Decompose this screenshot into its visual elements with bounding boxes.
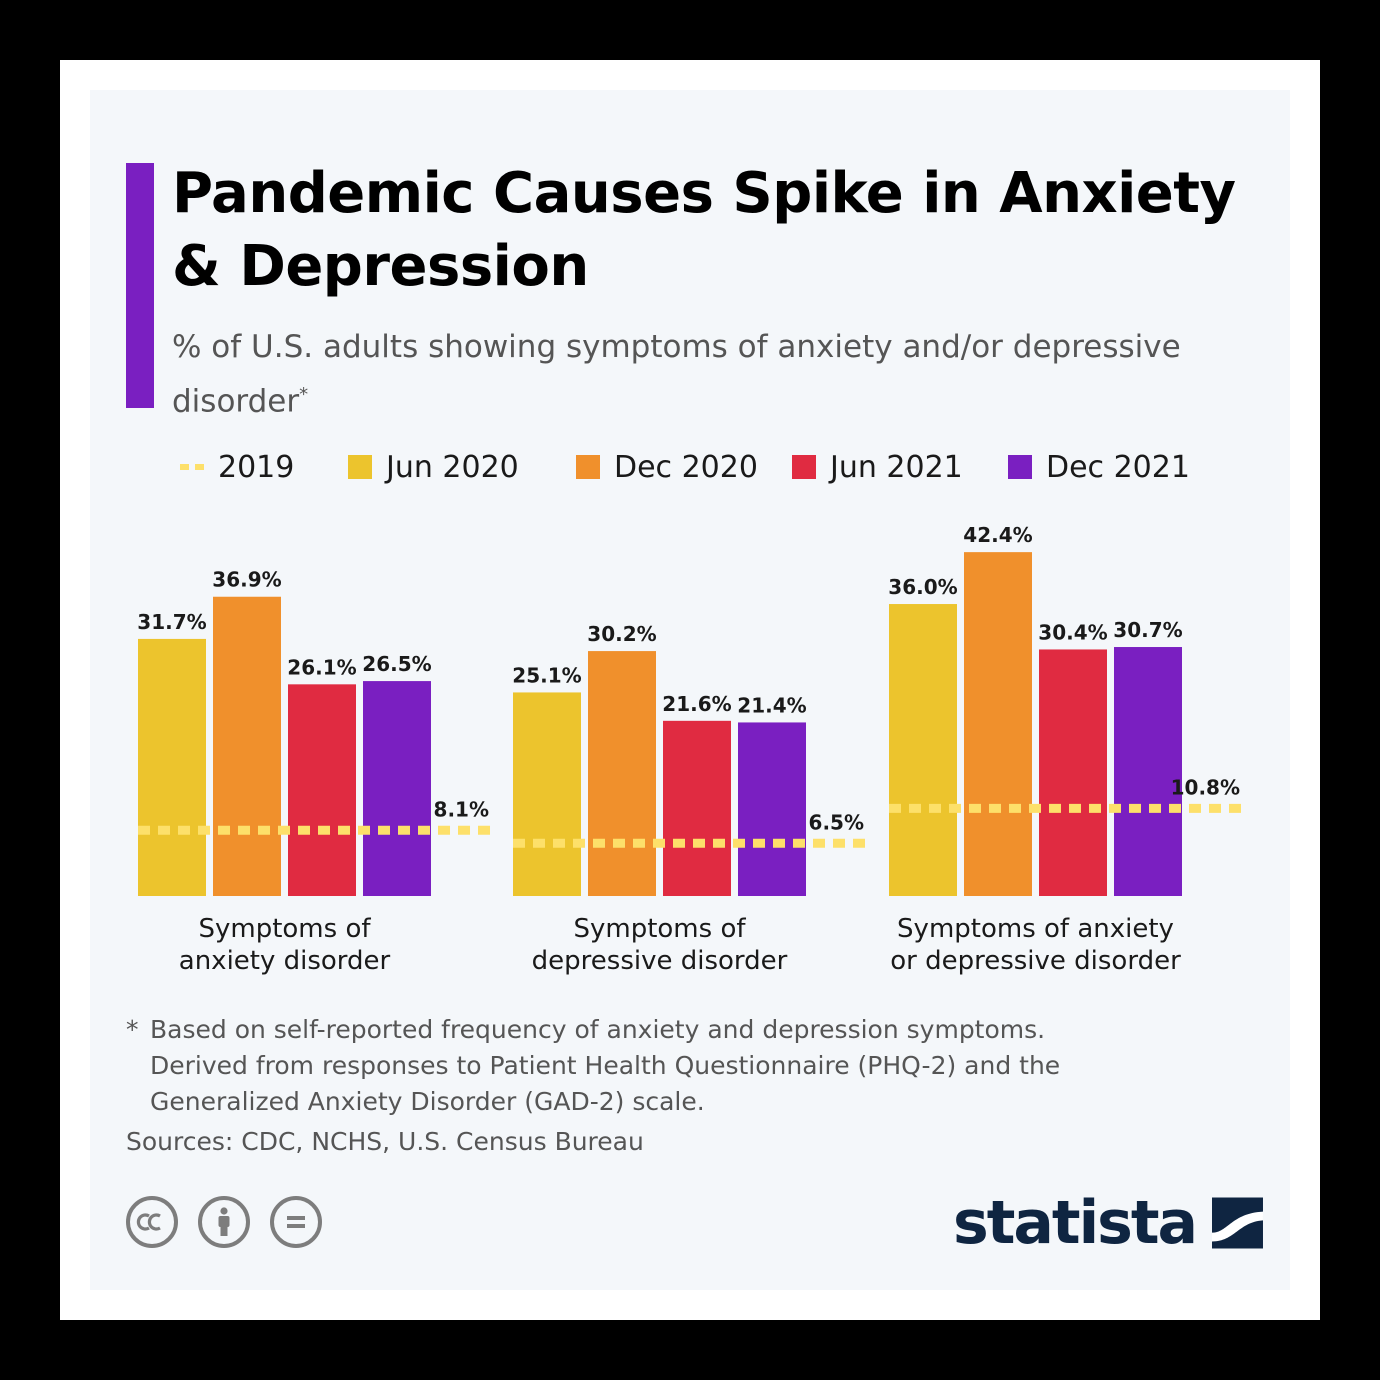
statista-mark-icon xyxy=(1212,1197,1263,1249)
legend-swatch-icon xyxy=(792,455,816,479)
bar xyxy=(663,720,731,896)
bar-value-label: 30.4% xyxy=(1038,620,1107,644)
bar xyxy=(1039,649,1107,896)
legend-item-dec-2020: Dec 2020 xyxy=(576,444,758,490)
logo-text: statista xyxy=(953,1188,1198,1258)
chart-legend: 2019 Jun 2020 Dec 2020 Jun 2021 Dec 2021 xyxy=(180,444,1260,490)
legend-label: Jun 2020 xyxy=(386,449,519,485)
bar xyxy=(288,684,356,896)
bar xyxy=(1114,647,1182,896)
bar-value-label: 26.1% xyxy=(287,655,356,679)
bar xyxy=(738,722,806,896)
sources-text: Sources: CDC, NCHS, U.S. Census Bureau xyxy=(126,1127,644,1156)
category-label: or depressive disorder xyxy=(890,946,1181,976)
subtitle-footnote-mark: * xyxy=(299,384,309,405)
bar xyxy=(513,692,581,896)
legend-label: Dec 2020 xyxy=(614,449,758,485)
bar-value-label: 42.4% xyxy=(963,523,1032,547)
bar-value-label: 21.6% xyxy=(662,692,731,716)
subtitle-text: % of U.S. adults showing symptoms of anx… xyxy=(172,329,1181,420)
legend-swatch-icon xyxy=(576,455,600,479)
bar xyxy=(363,681,431,896)
bar-value-label: 26.5% xyxy=(362,652,431,676)
legend-label: Jun 2021 xyxy=(830,449,963,485)
baseline-value-label: 10.8% xyxy=(1171,775,1240,799)
legend-swatch-icon xyxy=(1008,455,1032,479)
bar xyxy=(213,596,281,896)
category-label: Symptoms of xyxy=(573,914,746,944)
baseline-value-label: 6.5% xyxy=(809,810,864,834)
footnote-line: Derived from responses to Patient Health… xyxy=(150,1051,1061,1080)
footnote-line: Generalized Anxiety Disorder (GAD-2) sca… xyxy=(150,1087,705,1116)
legend-item-dec-2021: Dec 2021 xyxy=(1008,444,1190,490)
category-label: Symptoms of anxiety xyxy=(897,914,1174,944)
chart-subtitle: % of U.S. adults showing symptoms of anx… xyxy=(172,323,1222,425)
title-accent-bar xyxy=(126,163,154,408)
footnote: * Based on self-reported frequency of an… xyxy=(126,1012,1246,1120)
legend-item-jun-2021: Jun 2021 xyxy=(792,444,963,490)
legend-item-jun-2020: Jun 2020 xyxy=(348,444,519,490)
legend-item-2019: 2019 xyxy=(180,444,294,490)
legend-label: 2019 xyxy=(218,449,295,485)
no-derivatives-icon[interactable] xyxy=(270,1196,322,1248)
category-label: depressive disorder xyxy=(532,946,788,976)
legend-label: Dec 2021 xyxy=(1046,449,1190,485)
chart-title: Pandemic Causes Spike in Anxiety & Depre… xyxy=(172,161,1236,299)
bar-value-label: 21.4% xyxy=(737,693,806,717)
creative-commons-icon[interactable] xyxy=(126,1196,178,1248)
category-label: anxiety disorder xyxy=(179,946,391,976)
legend-swatch-icon xyxy=(348,455,372,479)
footnote-line: Based on self-reported frequency of anxi… xyxy=(150,1015,1046,1044)
statista-logo[interactable]: statista xyxy=(953,1188,1263,1258)
bar-value-label: 31.7% xyxy=(137,610,206,634)
bar-value-label: 36.0% xyxy=(888,575,957,599)
legend-dashed-line-icon xyxy=(180,464,204,470)
attribution-icon[interactable] xyxy=(198,1196,250,1248)
footnote-mark: * xyxy=(126,1015,139,1044)
bar-value-label: 36.9% xyxy=(212,568,281,592)
category-label: Symptoms of xyxy=(198,914,371,944)
bar-value-label: 30.7% xyxy=(1113,618,1182,642)
license-icons xyxy=(126,1196,336,1256)
baseline-value-label: 8.1% xyxy=(434,797,489,821)
bar xyxy=(588,651,656,896)
bar xyxy=(138,638,206,896)
bar xyxy=(889,604,957,896)
bar xyxy=(964,552,1032,896)
bar-value-label: 30.2% xyxy=(587,622,656,646)
bar-value-label: 25.1% xyxy=(512,663,581,687)
